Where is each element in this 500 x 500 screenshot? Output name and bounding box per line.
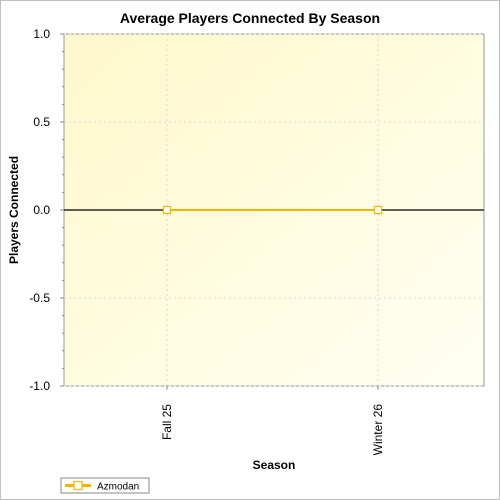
series-point: [162, 205, 172, 215]
legend-box: [60, 477, 150, 494]
y-tick-label: -1.0: [29, 379, 50, 393]
y-tick-label: 0.0: [33, 203, 50, 217]
legend-label: Azmodan: [97, 482, 139, 493]
x-tick-label: Winter 26: [371, 404, 385, 456]
y-tick-label: 1.0: [33, 27, 50, 41]
x-axis-label: Season: [253, 458, 296, 472]
y-tick-label: -0.5: [29, 291, 50, 305]
series-layer: [64, 205, 484, 215]
legend-marker-icon: [73, 480, 83, 491]
y-axis-label: Players Connected: [7, 156, 21, 264]
legend: Azmodan: [60, 477, 150, 494]
x-tick-label: Fall 25: [160, 404, 174, 440]
series-point: [373, 205, 383, 215]
y-tick-label: 0.5: [33, 115, 50, 129]
axis-layer: 1.0 0.5 0.0 -0.5 -1.0 Fall 25 Winter 26: [29, 27, 385, 455]
chart-title: Average Players Connected By Season: [120, 10, 380, 26]
